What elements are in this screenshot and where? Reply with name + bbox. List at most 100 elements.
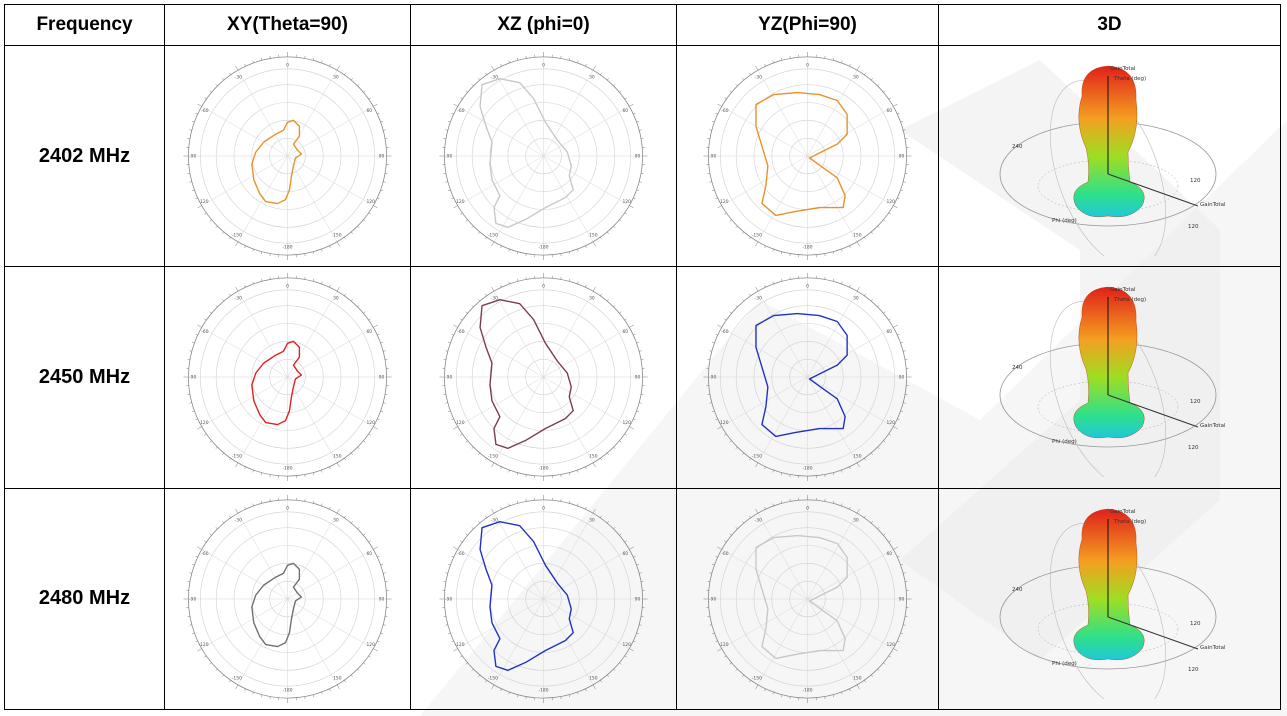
- polar-spoke: [543, 377, 630, 428]
- polar-tick: [871, 453, 873, 456]
- polar-tick: [832, 251, 835, 255]
- polar-spoke: [807, 549, 894, 600]
- polar-tick: [368, 655, 371, 658]
- polar-tick: [252, 60, 254, 64]
- polar-tick: [460, 97, 463, 100]
- polar-tick: [445, 129, 448, 131]
- gain-label-x: GainTotal: [1200, 202, 1226, 208]
- polar-spoke: [543, 512, 594, 599]
- polar-tick: [244, 688, 246, 691]
- polar-tick: [445, 402, 448, 405]
- polar-tick: [893, 426, 898, 430]
- polar-tick: [453, 546, 458, 550]
- polar-tick: [832, 694, 835, 697]
- polar-tick-label: 120: [366, 199, 375, 205]
- polar-tick: [368, 319, 371, 321]
- polar-tick: [897, 555, 900, 558]
- polar-spoke: [543, 291, 594, 378]
- polar-tick: [755, 241, 759, 247]
- x-axis: [1107, 173, 1198, 207]
- polar-tick-label: -180: [282, 466, 292, 472]
- polar-spoke: [237, 598, 288, 685]
- gain-label: GainTotal: [1110, 509, 1136, 515]
- polar-tick: [636, 411, 640, 413]
- polar-tick: [260, 473, 263, 476]
- tick-label-240: 240: [1012, 365, 1023, 371]
- polar-tick: [871, 674, 873, 677]
- polar-tick: [749, 294, 751, 297]
- polar-tick: [465, 533, 468, 536]
- polar-tick: [900, 121, 904, 123]
- polar-tick: [189, 129, 192, 131]
- polar-tick: [735, 447, 738, 450]
- polar-tick: [451, 555, 454, 558]
- polar-tick: [363, 440, 366, 443]
- polar-tick: [893, 546, 898, 550]
- polar-tick: [711, 121, 715, 123]
- polar-tick: [856, 241, 860, 247]
- polar-tick: [312, 279, 315, 282]
- polar-tick: [841, 470, 843, 474]
- polar-tick-label: -30: [235, 517, 242, 523]
- polar-tick: [735, 668, 738, 671]
- polar-tick: [715, 419, 718, 421]
- polar-tick: [500, 63, 502, 67]
- polar-tick: [478, 520, 480, 524]
- polar-spoke: [287, 598, 338, 685]
- polar-plot-cell: 0 30 60 90 120 150 -180 -150 -120 -90 -60 -30: [410, 266, 677, 489]
- polar-tick: [191, 121, 195, 123]
- polar-tick: [742, 231, 744, 235]
- polar-tick: [445, 572, 448, 574]
- polar-tick-label: 150: [853, 233, 862, 239]
- polar-tick-label: 0: [286, 62, 289, 68]
- polar-tick: [471, 526, 474, 529]
- polar-tick: [729, 662, 732, 665]
- polar-spoke: [543, 106, 630, 157]
- polar-tick: [636, 563, 640, 566]
- polar-tick-label: -90: [709, 596, 716, 602]
- polar-tick: [772, 691, 774, 695]
- polar-tick: [772, 470, 774, 474]
- gain-label: GainTotal: [1110, 66, 1136, 72]
- polar-tick: [478, 78, 480, 81]
- polar-tick: [633, 113, 636, 115]
- polar-tick-label: -60: [201, 551, 208, 557]
- polar-tick: [568, 694, 571, 697]
- frequency-cell: 2450 MHz: [4, 266, 165, 489]
- polar-tick: [453, 103, 458, 107]
- polar-spoke: [807, 156, 858, 243]
- polar-tick-label: 30: [589, 75, 595, 81]
- polar-tick: [742, 453, 744, 456]
- polar-tick: [377, 640, 380, 642]
- polar-tick: [209, 312, 212, 314]
- polar-tick-label: 60: [622, 329, 628, 335]
- header-row: Frequency XY(Theta=90) XZ (phi=0) YZ(Phi…: [4, 4, 1281, 46]
- polar-tick: [252, 691, 254, 695]
- polar-tick: [336, 684, 340, 690]
- polar-tick: [478, 453, 480, 456]
- polar-tick: [336, 241, 340, 247]
- polar-tick: [856, 684, 860, 690]
- polar-tick: [465, 219, 468, 222]
- polar-tick: [508, 503, 510, 506]
- polar-tick: [709, 129, 712, 131]
- polar-tick: [351, 453, 353, 456]
- polar-spoke: [757, 377, 808, 464]
- polar-tick: [222, 231, 224, 235]
- polar-plot-cell: 0 30 60 90 120 150 -180 -150 -120 -90 -60 -30: [410, 487, 677, 711]
- polar-tick-label: -90: [709, 375, 716, 381]
- pattern-trace: [251, 341, 303, 426]
- polar-tick: [235, 508, 239, 514]
- polar-tick: [235, 65, 239, 71]
- pattern-trace: [755, 313, 848, 438]
- polar-tick-label: -150: [752, 454, 762, 460]
- polar-tick-label: 0: [806, 284, 809, 290]
- polar-tick-label: -120: [718, 421, 728, 427]
- polar-tick: [568, 473, 571, 476]
- polar-tick-label: 90: [379, 596, 385, 602]
- polar-tick-label: 90: [899, 375, 905, 381]
- polar-tick: [568, 500, 571, 504]
- polar-spoke: [757, 512, 808, 599]
- polar-tick: [764, 506, 766, 510]
- polar-tick: [607, 453, 609, 456]
